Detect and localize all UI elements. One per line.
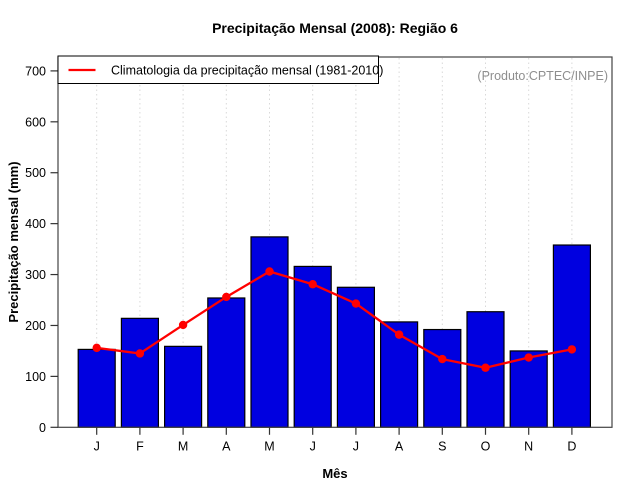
climatology-point-11 — [524, 353, 533, 362]
legend-label: Climatologia da precipitação mensal (198… — [111, 64, 383, 78]
x-tick-label: A — [222, 439, 231, 453]
bar-month-M-5 — [250, 236, 289, 428]
y-axis-label: Precipitação mensal (mm) — [6, 161, 21, 322]
climatology-point-12 — [567, 345, 577, 354]
climatology-line-series — [92, 267, 577, 372]
legend: Climatologia da precipitação mensal (198… — [57, 55, 383, 84]
bar-month-S-9 — [423, 328, 462, 428]
y-tick-label: 400 — [25, 217, 46, 231]
bar-month-O-10 — [466, 311, 505, 428]
climatology-point-10 — [481, 363, 490, 372]
x-tick-label: S — [438, 439, 446, 453]
climatology-point-2 — [135, 349, 145, 358]
x-tick-label: D — [567, 439, 576, 453]
bar-month-N-11 — [509, 350, 548, 428]
y-tick-label: 0 — [39, 421, 46, 435]
climatology-point-1 — [92, 343, 101, 353]
x-tick-label: A — [395, 439, 404, 453]
y-tick-label: 200 — [25, 319, 46, 333]
x-tick-label: M — [264, 439, 274, 453]
x-tick-label: J — [353, 439, 359, 453]
x-tick-label: O — [481, 439, 491, 453]
x-axis-label: Mês — [322, 466, 347, 481]
bar-month-M-3 — [164, 345, 203, 428]
bar-month-A-4 — [207, 297, 246, 428]
y-tick-label: 100 — [25, 370, 46, 384]
y-tick-label: 600 — [25, 115, 46, 129]
climatology-point-5 — [265, 267, 274, 276]
y-tick-label: 300 — [25, 268, 46, 282]
climatology-line — [95, 270, 574, 369]
x-tick-label: J — [310, 439, 316, 453]
bar-month-J-7 — [336, 286, 375, 428]
y-axis: 0 100 200 300 400 500 600 700 — [25, 64, 58, 435]
climatology-point-3 — [178, 320, 188, 330]
bar-month-F-2 — [120, 317, 160, 428]
watermark-label: (Produto:CPTEC/INPE) — [477, 69, 608, 83]
bar-series — [77, 236, 592, 428]
x-tick-label: N — [524, 439, 533, 453]
y-tick-label: 700 — [25, 64, 46, 78]
climatology-point-4 — [222, 292, 231, 302]
chart-title: Precipitação Mensal (2008): Região 6 — [212, 20, 458, 36]
bar-month-D-12 — [552, 244, 592, 428]
climatology-point-9 — [438, 354, 447, 364]
climatology-point-7 — [351, 299, 361, 308]
bar-month-J-1 — [77, 348, 116, 428]
y-tick-label: 500 — [25, 166, 46, 180]
bar-month-J-6 — [293, 265, 332, 428]
x-tick-label: M — [178, 439, 188, 453]
legend-box — [57, 55, 379, 84]
climatology-point-6 — [308, 280, 317, 289]
x-tick-label: J — [94, 439, 100, 453]
x-tick-label: F — [136, 439, 144, 453]
climatology-point-8 — [394, 330, 404, 339]
